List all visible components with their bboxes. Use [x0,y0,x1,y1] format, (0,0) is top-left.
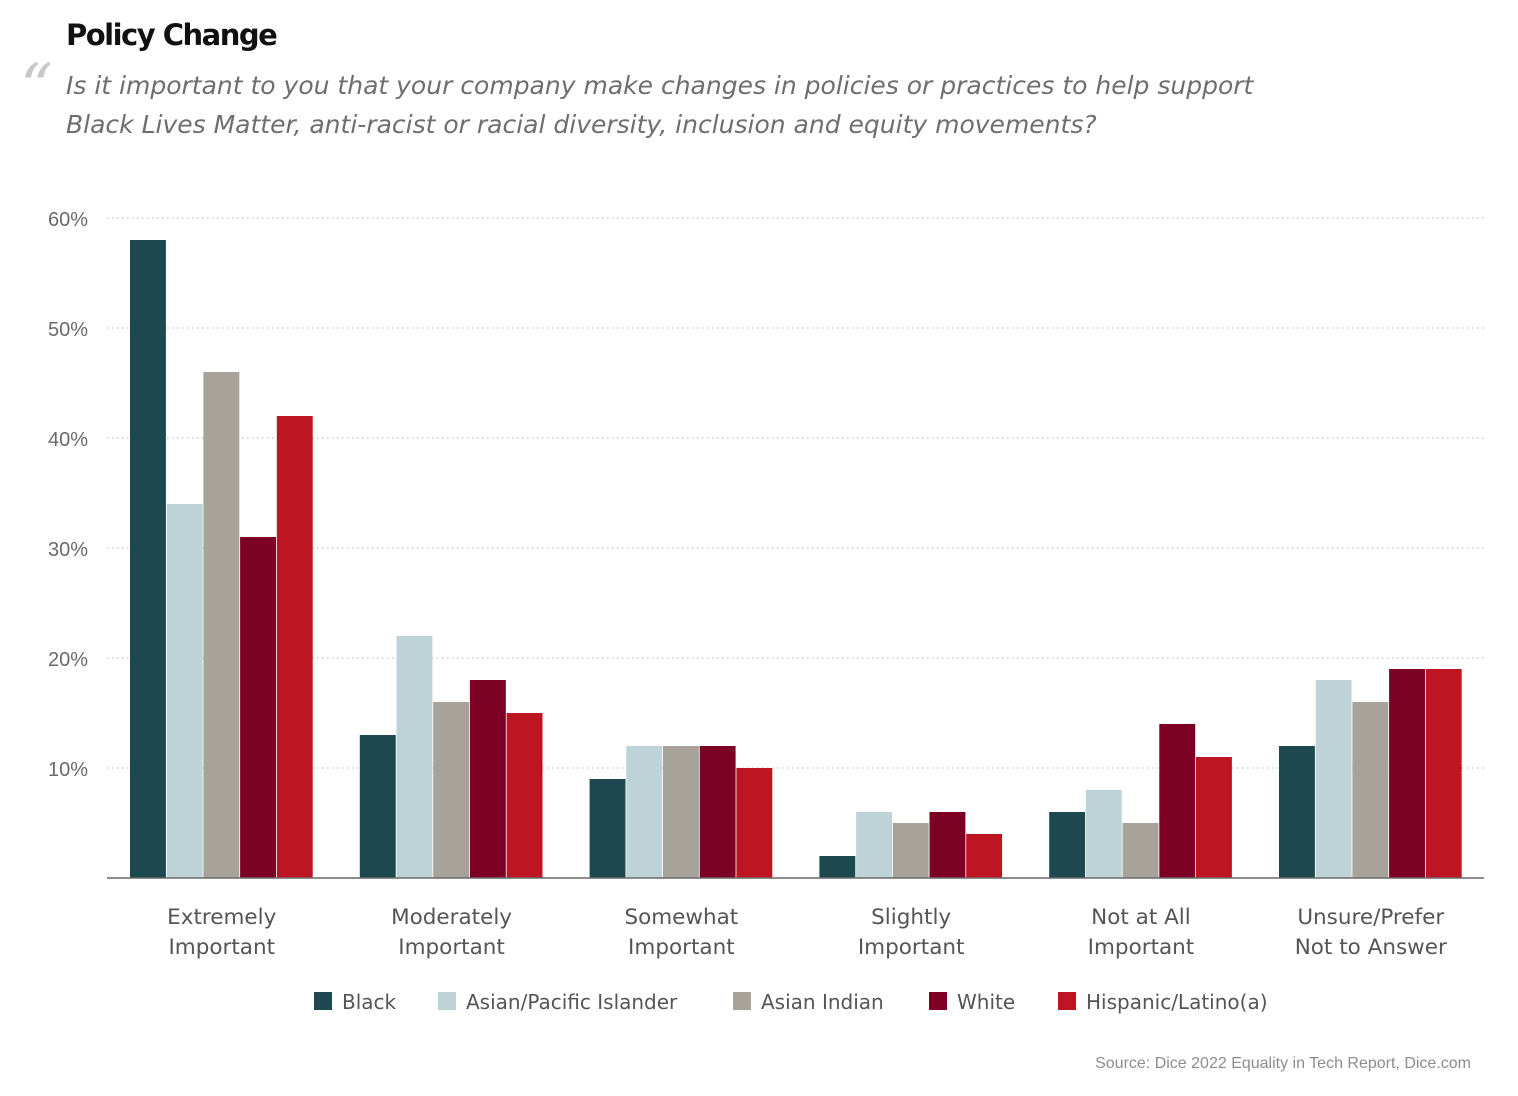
x-category-label: Important [628,935,735,960]
y-tick-label: 10% [48,759,88,781]
x-category-label: Not at All [1091,905,1191,930]
bar [699,746,736,878]
x-axis-category-labels: Extremely Important Moderately Important Som… [167,905,1447,960]
quotation-mark-icon: “ [20,51,53,125]
bar [1315,680,1352,878]
x-category-label: Slightly [871,905,951,930]
x-category-label: Important [1088,935,1195,960]
bar [1049,812,1086,878]
bar [276,416,313,878]
bar [469,680,506,878]
bar [892,823,929,878]
bar [856,812,892,878]
legend-swatch [1058,992,1076,1010]
x-category-label: Unsure/Prefer [1297,905,1444,930]
chart-title: Policy Change [66,18,278,52]
y-tick-label: 20% [48,649,88,671]
bar [589,779,626,878]
bar [1352,702,1389,878]
bar [359,735,396,878]
y-axis-tick-labels: 10% 20% 30% 40% 50% 60% [48,209,88,781]
bar [626,746,663,878]
bar [240,537,276,878]
bar [396,636,433,878]
legend-swatch [438,992,456,1010]
x-category-label: Important [858,935,965,960]
bar [1279,746,1315,878]
x-category-label: Important [168,935,275,960]
legend-label: Black [342,990,397,1014]
bar [663,746,699,878]
bar [433,702,470,878]
bar [130,240,166,878]
y-tick-label: 50% [48,319,88,341]
bar [736,768,773,878]
x-category-label: Moderately [391,905,512,930]
source-note: Source: Dice 2022 Equality in Tech Repor… [1095,1055,1471,1072]
gridlines [107,217,1484,769]
legend: Black Asian/Pacific Islander Asian Indian W… [314,990,1268,1014]
legend-swatch [733,992,751,1010]
x-category-label: Extremely [167,905,276,930]
legend-label: Asian Indian [761,990,884,1014]
bar [506,713,543,878]
x-category-label: Important [398,935,505,960]
bar [1159,724,1196,878]
x-category-label: Somewhat [624,905,738,930]
legend-swatch [929,992,947,1010]
y-tick-label: 40% [48,429,88,451]
bar [1196,757,1232,878]
bar [166,504,203,878]
survey-question: Is it important to you that your company… [66,71,1254,139]
bar [203,372,240,878]
y-tick-label: 60% [48,209,88,231]
bar [1425,669,1462,878]
bar [929,812,966,878]
legend-swatch [314,992,332,1010]
bar [966,834,1003,878]
legend-label: White [957,990,1015,1014]
legend-label: Asian/Pacific Islander [466,990,678,1014]
bars [130,240,1462,878]
y-tick-label: 30% [48,539,88,561]
legend-label: Hispanic/Latino(a) [1086,990,1268,1014]
x-category-label: Not to Answer [1295,935,1447,960]
bar [819,856,856,878]
bar [1085,790,1122,878]
bar [1389,669,1425,878]
bar [1122,823,1159,878]
